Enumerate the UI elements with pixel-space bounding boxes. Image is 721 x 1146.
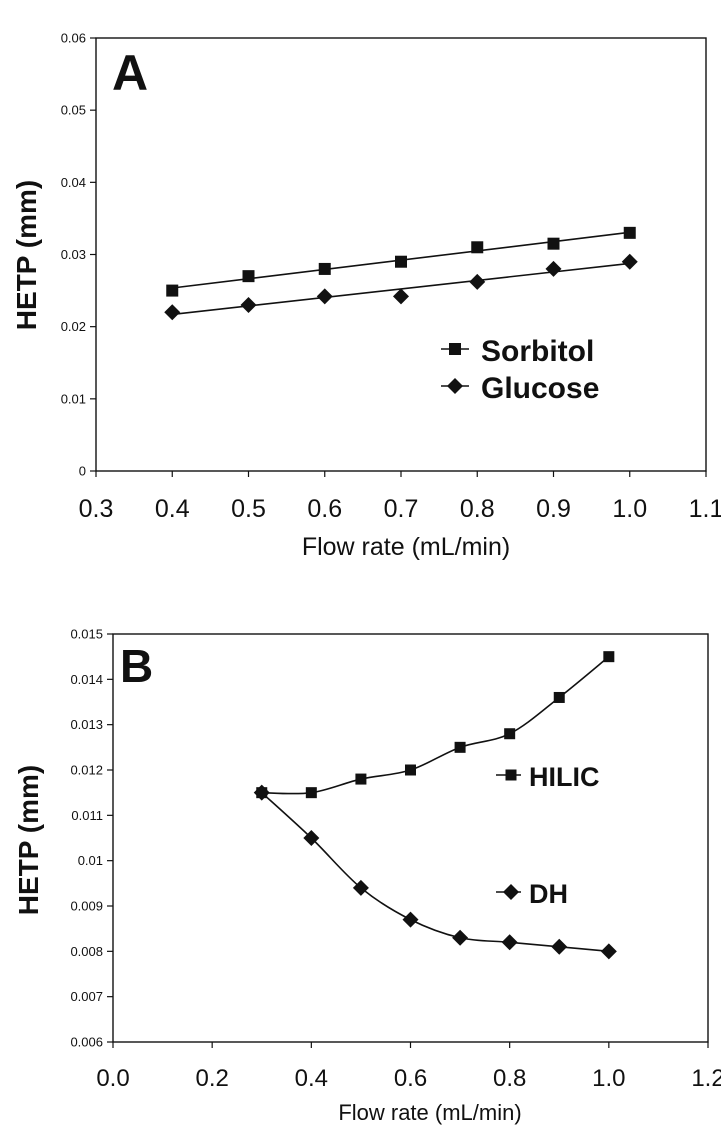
x-axis-label: Flow rate (mL/min) xyxy=(338,1100,521,1125)
data-point-hilic xyxy=(603,651,615,663)
data-point-dh xyxy=(452,929,469,946)
y-tick-label: 0.03 xyxy=(61,247,86,262)
x-tick-label: 1.1 xyxy=(689,495,721,523)
data-point-dh xyxy=(551,938,568,955)
data-point-sorbitol xyxy=(395,255,407,268)
y-tick-label: 0.011 xyxy=(71,808,103,823)
data-point-glucose xyxy=(469,273,486,290)
y-tick-label: 0.008 xyxy=(70,944,103,959)
x-tick-label: 0.6 xyxy=(307,495,342,523)
data-point-sorbitol xyxy=(166,284,179,297)
data-point-sorbitol xyxy=(318,262,331,275)
data-point-hilic xyxy=(553,691,565,703)
x-axis-label: Flow rate (mL/min) xyxy=(302,533,510,561)
data-point-dh xyxy=(501,934,518,951)
y-axis-label: HETP (mm) xyxy=(11,180,42,330)
x-tick-label: 0.7 xyxy=(384,495,419,523)
data-point-sorbitol xyxy=(547,237,560,250)
data-point-hilic xyxy=(355,773,367,785)
data-point-glucose xyxy=(164,304,181,321)
data-point-dh xyxy=(352,879,369,896)
x-tick-label: 0.4 xyxy=(155,495,190,523)
y-tick-label: 0.007 xyxy=(70,989,103,1004)
x-tick-label: 0.6 xyxy=(394,1065,427,1092)
data-point-sorbitol xyxy=(471,241,484,254)
x-tick-label: 0.8 xyxy=(460,495,495,523)
plot-frame-a xyxy=(95,37,707,472)
y-tick-label: 0.02 xyxy=(61,319,86,334)
y-tick-label: 0.014 xyxy=(70,672,103,687)
x-tick-label: 0.5 xyxy=(231,495,266,523)
data-point-glucose xyxy=(240,297,257,314)
x-tick-label: 0.4 xyxy=(295,1065,328,1092)
y-tick-label: 0.05 xyxy=(61,103,86,118)
x-tick-label: 0.8 xyxy=(493,1065,526,1092)
y-tick-label: 0.013 xyxy=(70,717,103,732)
y-tick-label: 0.009 xyxy=(70,899,103,914)
x-tick-label: 1.0 xyxy=(612,495,647,523)
x-tick-label: 0.0 xyxy=(96,1065,129,1092)
y-tick-label: 0.06 xyxy=(61,31,86,46)
data-point-dh xyxy=(600,943,617,960)
data-point-sorbitol xyxy=(623,226,636,239)
legend-marker-dh xyxy=(503,884,519,900)
panel-label: A xyxy=(112,45,148,101)
data-point-hilic xyxy=(504,728,516,740)
data-point-glucose xyxy=(316,288,333,305)
y-tick-label: 0.01 xyxy=(78,853,103,868)
x-tick-label: 1.0 xyxy=(592,1065,625,1092)
legend-label-glucose: Glucose xyxy=(481,372,599,405)
legend-label-hilic: HILIC xyxy=(529,762,600,792)
plot-frame-b xyxy=(112,633,709,1043)
y-tick-label: 0 xyxy=(79,464,86,479)
data-point-glucose xyxy=(545,260,562,277)
data-point-hilic xyxy=(405,764,416,776)
data-point-dh xyxy=(402,911,419,928)
legend-marker-hilic xyxy=(505,769,517,781)
data-point-sorbitol xyxy=(242,270,255,283)
series-line-dh xyxy=(261,792,609,953)
legend-label-sorbitol: Sorbitol xyxy=(481,335,594,368)
x-tick-label: 0.2 xyxy=(195,1065,228,1092)
y-tick-label: 0.012 xyxy=(70,763,103,778)
legend-label-dh: DH xyxy=(529,879,568,909)
y-tick-label: 0.04 xyxy=(61,175,86,190)
legend-marker-glucose xyxy=(447,378,463,394)
legend-marker-sorbitol xyxy=(449,343,461,355)
panel-label: B xyxy=(120,640,153,692)
data-point-dh xyxy=(303,830,320,846)
y-axis-label: HETP (mm) xyxy=(13,765,44,915)
data-point-glucose xyxy=(393,288,409,305)
x-tick-label: 0.9 xyxy=(536,495,571,523)
data-point-glucose xyxy=(621,253,638,270)
y-tick-label: 0.015 xyxy=(70,627,103,642)
data-point-dh xyxy=(253,784,270,801)
y-tick-label: 0.01 xyxy=(61,391,86,406)
data-point-hilic xyxy=(305,787,317,799)
x-tick-label: 0.3 xyxy=(79,495,114,523)
y-tick-label: 0.006 xyxy=(70,1035,103,1050)
x-tick-label: 1.2 xyxy=(691,1065,721,1092)
data-point-hilic xyxy=(454,741,466,753)
